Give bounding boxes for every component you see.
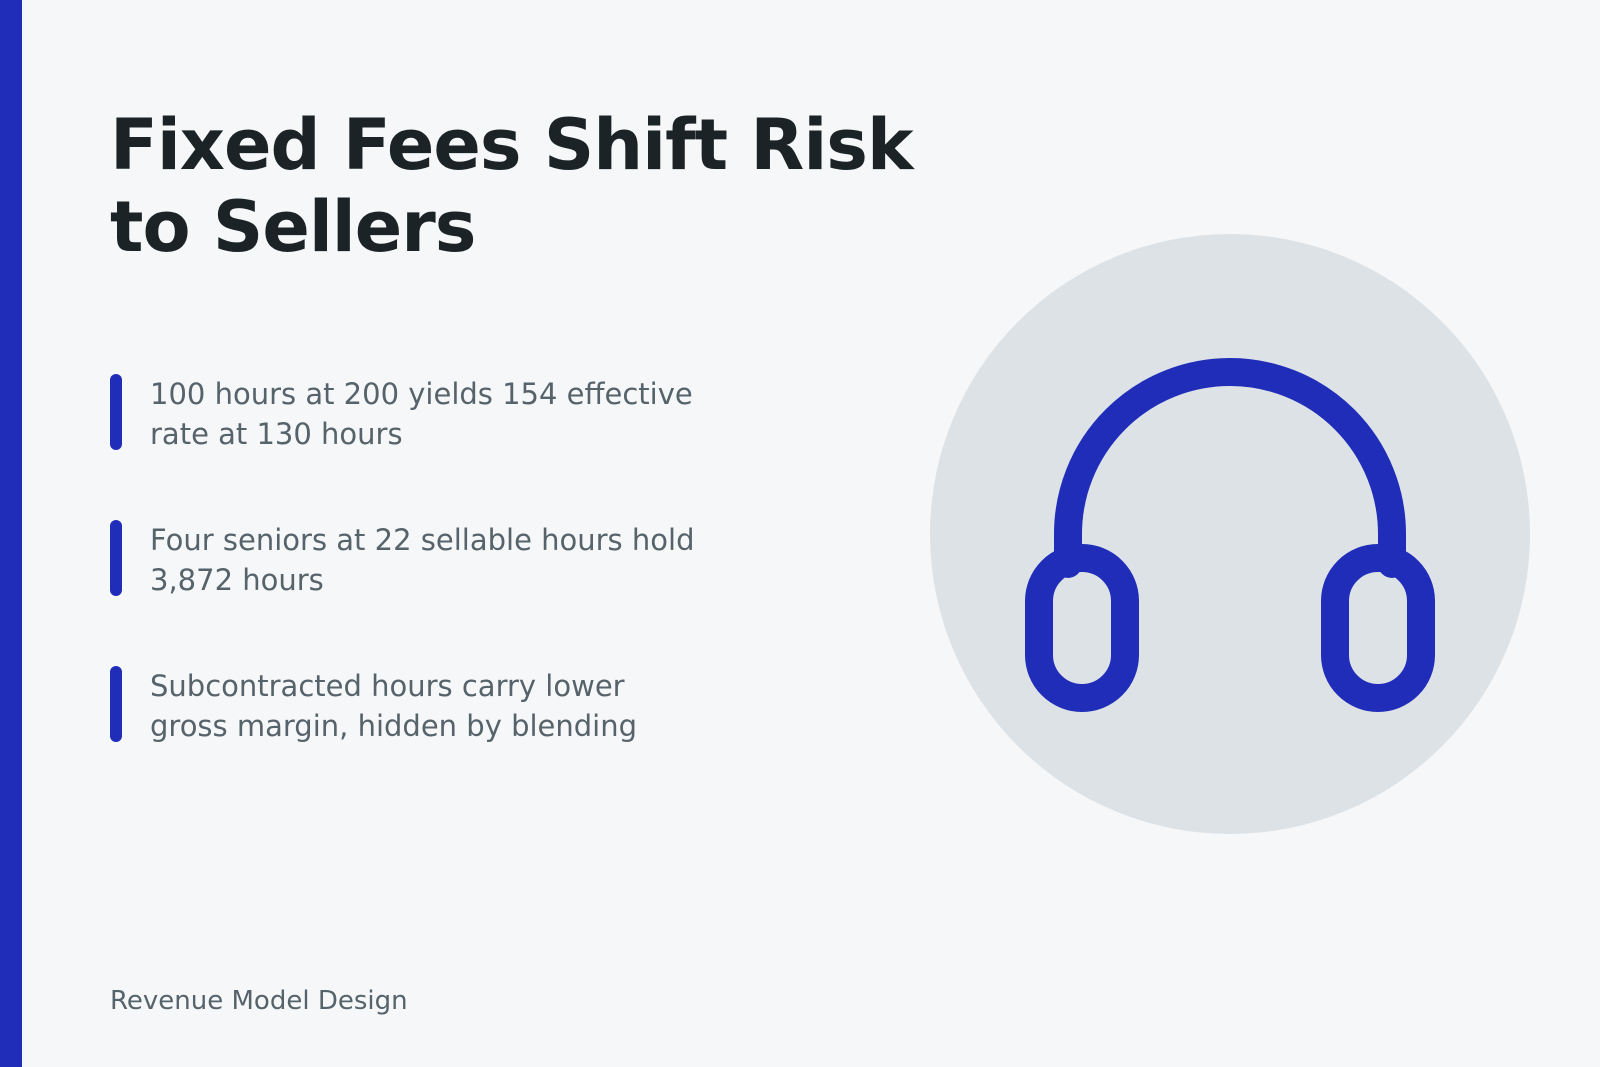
left-accent-bar (0, 0, 22, 1067)
bullet-text: Four seniors at 22 sellable hours hold 3… (150, 523, 695, 597)
bullet-marker (110, 520, 122, 596)
headphones-icon (1025, 358, 1435, 712)
footer-label: Revenue Model Design (110, 986, 408, 1016)
bullet-item: 100 hours at 200 yields 154 effective ra… (110, 374, 710, 524)
bullet-marker (110, 374, 122, 450)
bullet-text: Subcontracted hours carry lower gross ma… (150, 669, 638, 743)
slide-title: Fixed Fees Shift Risk to Sellers (110, 104, 914, 268)
bullet-item: Four seniors at 22 sellable hours hold 3… (110, 520, 710, 670)
bullet-item: Subcontracted hours carry lower gross ma… (110, 666, 710, 816)
bullet-marker (110, 666, 122, 742)
bullet-list: 100 hours at 200 yields 154 effective ra… (110, 374, 710, 816)
bullet-text: 100 hours at 200 yields 154 effective ra… (150, 377, 693, 451)
illustration-circle (930, 234, 1530, 834)
